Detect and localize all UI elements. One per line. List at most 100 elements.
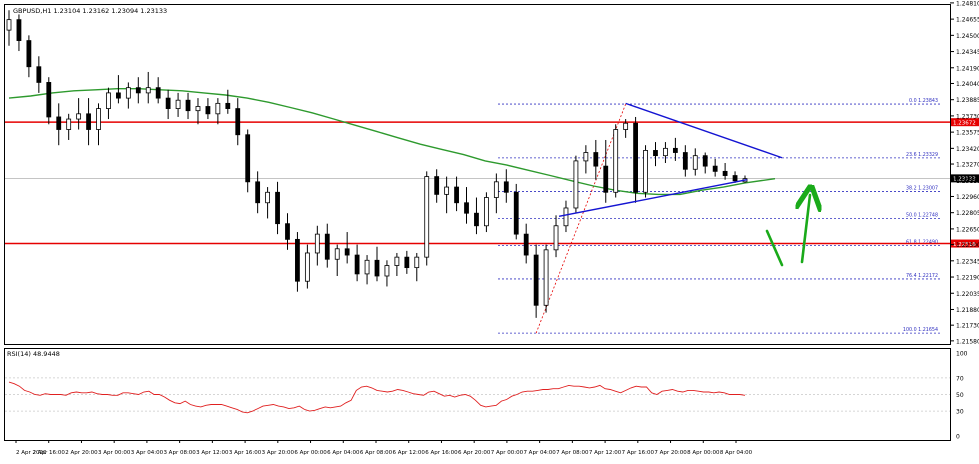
forecast-down-stroke <box>765 229 784 267</box>
lower-trend-line <box>558 179 748 218</box>
candle-body <box>523 233 529 256</box>
candle-body <box>722 170 728 176</box>
rsi-tick-label: 50 <box>956 392 964 399</box>
x-tick-label: 3 Apr 04:00 <box>131 450 164 456</box>
y-tick-label: 1.24190 <box>956 65 979 72</box>
forecast-up-arrow <box>802 195 810 264</box>
fib-level-label: 61.8 1.22490 <box>906 240 938 246</box>
y-tick-label: 1.23115 <box>956 178 979 185</box>
candle-body <box>155 87 161 99</box>
candle-body <box>553 225 559 251</box>
level-price-label: 1.22518 <box>953 242 976 248</box>
rsi-tick-label: 30 <box>956 409 964 416</box>
candle-body <box>295 238 300 282</box>
candle-body <box>145 87 151 94</box>
candle-body <box>603 165 609 193</box>
x-tick-label: 7 Apr 12:00 <box>589 450 622 456</box>
candle-body <box>66 118 72 130</box>
candle-body <box>503 181 509 193</box>
candle-body <box>334 248 340 260</box>
y-tick-label: 1.22805 <box>956 210 979 217</box>
candle-body <box>513 191 519 235</box>
candle-body <box>285 223 290 240</box>
chart-title: GBPUSD,H1 1.23104 1.23162 1.23094 1.2313… <box>13 7 167 15</box>
x-tick-label: 6 Apr 04:00 <box>327 450 360 456</box>
level-price-label: 1.23672 <box>953 120 976 126</box>
candle-body <box>56 116 62 130</box>
candle-body <box>404 256 410 269</box>
x-tick-label: 6 Apr 08:00 <box>360 450 393 456</box>
candle-body <box>374 259 380 277</box>
level-price-tag <box>951 239 979 248</box>
candle-body <box>6 19 12 31</box>
y-tick-label: 1.22190 <box>956 275 979 282</box>
x-tick-label: 2 Apr 20:00 <box>65 450 98 456</box>
candle-body <box>533 254 539 306</box>
candle-body <box>672 147 678 153</box>
candle-body <box>344 248 350 256</box>
candle-body <box>712 165 718 172</box>
fib-level-label: 100.0 1.21654 <box>903 327 938 333</box>
candle-body <box>36 66 42 83</box>
y-tick-label: 1.23270 <box>956 162 979 169</box>
x-tick-label: 7 Apr 08:00 <box>556 450 589 456</box>
candle-body <box>86 113 91 130</box>
candle-body <box>543 249 549 306</box>
candle-body <box>364 259 370 275</box>
candle-body <box>354 254 360 275</box>
fib-level-label: 50.0 1.22748 <box>906 213 938 219</box>
x-tick-label: 7 Apr 16:00 <box>622 450 655 456</box>
x-tick-label: 8 Apr 04:00 <box>720 450 753 456</box>
candle-body <box>663 147 668 157</box>
candle-body <box>444 186 450 195</box>
x-tick-label: 6 Apr 00:00 <box>294 450 327 456</box>
x-tick-label: 3 Apr 20:00 <box>262 450 295 456</box>
y-tick-label: 1.23730 <box>956 113 979 120</box>
x-tick-label: 2 Apr 2020 <box>16 450 47 456</box>
x-tick-label: 6 Apr 12:00 <box>393 450 426 456</box>
candle-body <box>434 176 440 195</box>
candle-body <box>692 155 698 170</box>
candle-body <box>613 129 619 193</box>
candle-body <box>633 122 638 193</box>
candle-body <box>275 191 280 225</box>
y-tick-label: 1.21580 <box>956 338 979 345</box>
x-tick-label: 6 Apr 20:00 <box>458 450 491 456</box>
candle-body <box>116 92 121 99</box>
x-tick-label: 3 Apr 12:00 <box>196 450 229 456</box>
candle-body <box>235 108 241 136</box>
candle-body <box>563 207 569 227</box>
rsi-tick-label: 70 <box>956 375 964 382</box>
candle-body <box>16 19 22 41</box>
y-tick-label: 1.22650 <box>956 226 979 233</box>
candle-body <box>245 134 251 183</box>
candle-body <box>643 150 648 193</box>
y-tick-label: 1.23420 <box>956 146 979 153</box>
y-tick-label: 1.21730 <box>956 323 979 330</box>
fib-level-label: 0.0 1.23843 <box>909 98 938 104</box>
candle-body <box>205 106 211 115</box>
candle-body <box>474 212 479 227</box>
fib-anchor-line <box>535 103 627 334</box>
candle-body <box>215 102 221 115</box>
current-price-tag <box>951 174 979 183</box>
candle-body <box>185 99 191 112</box>
candle-body <box>454 186 459 204</box>
fib-level-label: 23.6 1.23329 <box>906 152 938 158</box>
y-tick-label: 1.24040 <box>956 81 979 88</box>
level-price-tag <box>951 118 979 127</box>
fib-level-label: 38.2 1.23007 <box>906 186 938 192</box>
y-tick-label: 1.22035 <box>956 291 979 298</box>
y-tick-label: 1.24655 <box>956 17 979 24</box>
candle-body <box>175 99 181 109</box>
candle-body <box>653 150 658 157</box>
x-tick-label: 8 Apr 00:00 <box>687 450 720 456</box>
candle-body <box>384 265 390 277</box>
candle-body <box>732 175 738 182</box>
candle-body <box>225 102 231 109</box>
candle-body <box>702 155 708 167</box>
x-tick-label: 2 Apr 16:00 <box>33 450 66 456</box>
candle-body <box>304 252 310 282</box>
candle-body <box>573 160 579 209</box>
